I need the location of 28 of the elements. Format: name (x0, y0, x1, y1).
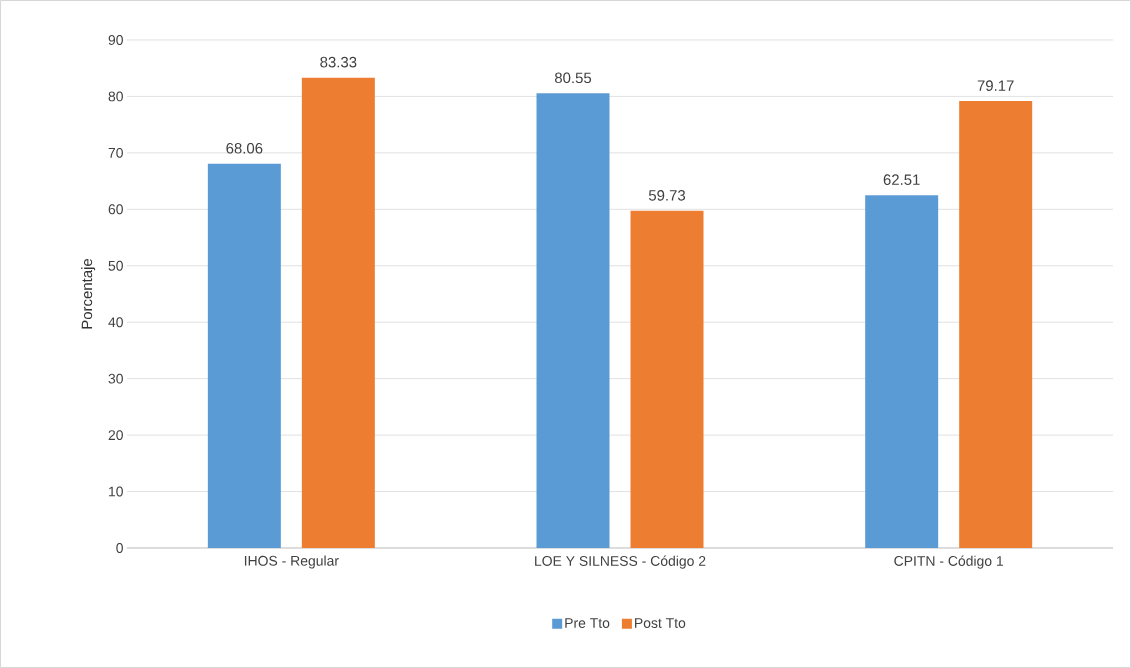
data-label: 62.51 (883, 174, 920, 185)
x-tick-label: LOE Y SILNESS - Código 2 (535, 555, 706, 569)
y-tick-label: 0 (116, 543, 123, 553)
bar (301, 77, 375, 548)
y-tick-label: 20 (108, 430, 123, 441)
bar (207, 163, 281, 548)
bar (630, 210, 704, 548)
data-label: 68.06 (226, 143, 263, 154)
y-tick-label: 60 (108, 204, 123, 215)
y-tick-label: 80 (108, 91, 123, 102)
data-label: 59.73 (648, 190, 686, 201)
y-tick-label: 70 (108, 147, 123, 158)
y-tick-label: 40 (108, 317, 123, 328)
y-tick-label: 30 (108, 373, 123, 384)
data-label: 80.55 (554, 72, 592, 84)
data-label: 79.17 (977, 80, 1014, 91)
legend-label: Pre Tto (565, 618, 610, 628)
y-tick-label: 10 (109, 486, 123, 497)
y-axis-title: Porcentaje (81, 258, 96, 329)
bar (959, 101, 1033, 548)
bar (865, 195, 939, 548)
x-tick-label: IHOS - Regular (244, 555, 339, 569)
y-tick-label: 50 (108, 260, 123, 271)
bar (536, 93, 610, 548)
data-label: 83.33 (320, 56, 357, 68)
y-tick-label: 90 (108, 35, 123, 45)
x-tick-label: CPITN - Código 1 (894, 555, 1004, 569)
legend-label: Post Tto (635, 618, 686, 628)
